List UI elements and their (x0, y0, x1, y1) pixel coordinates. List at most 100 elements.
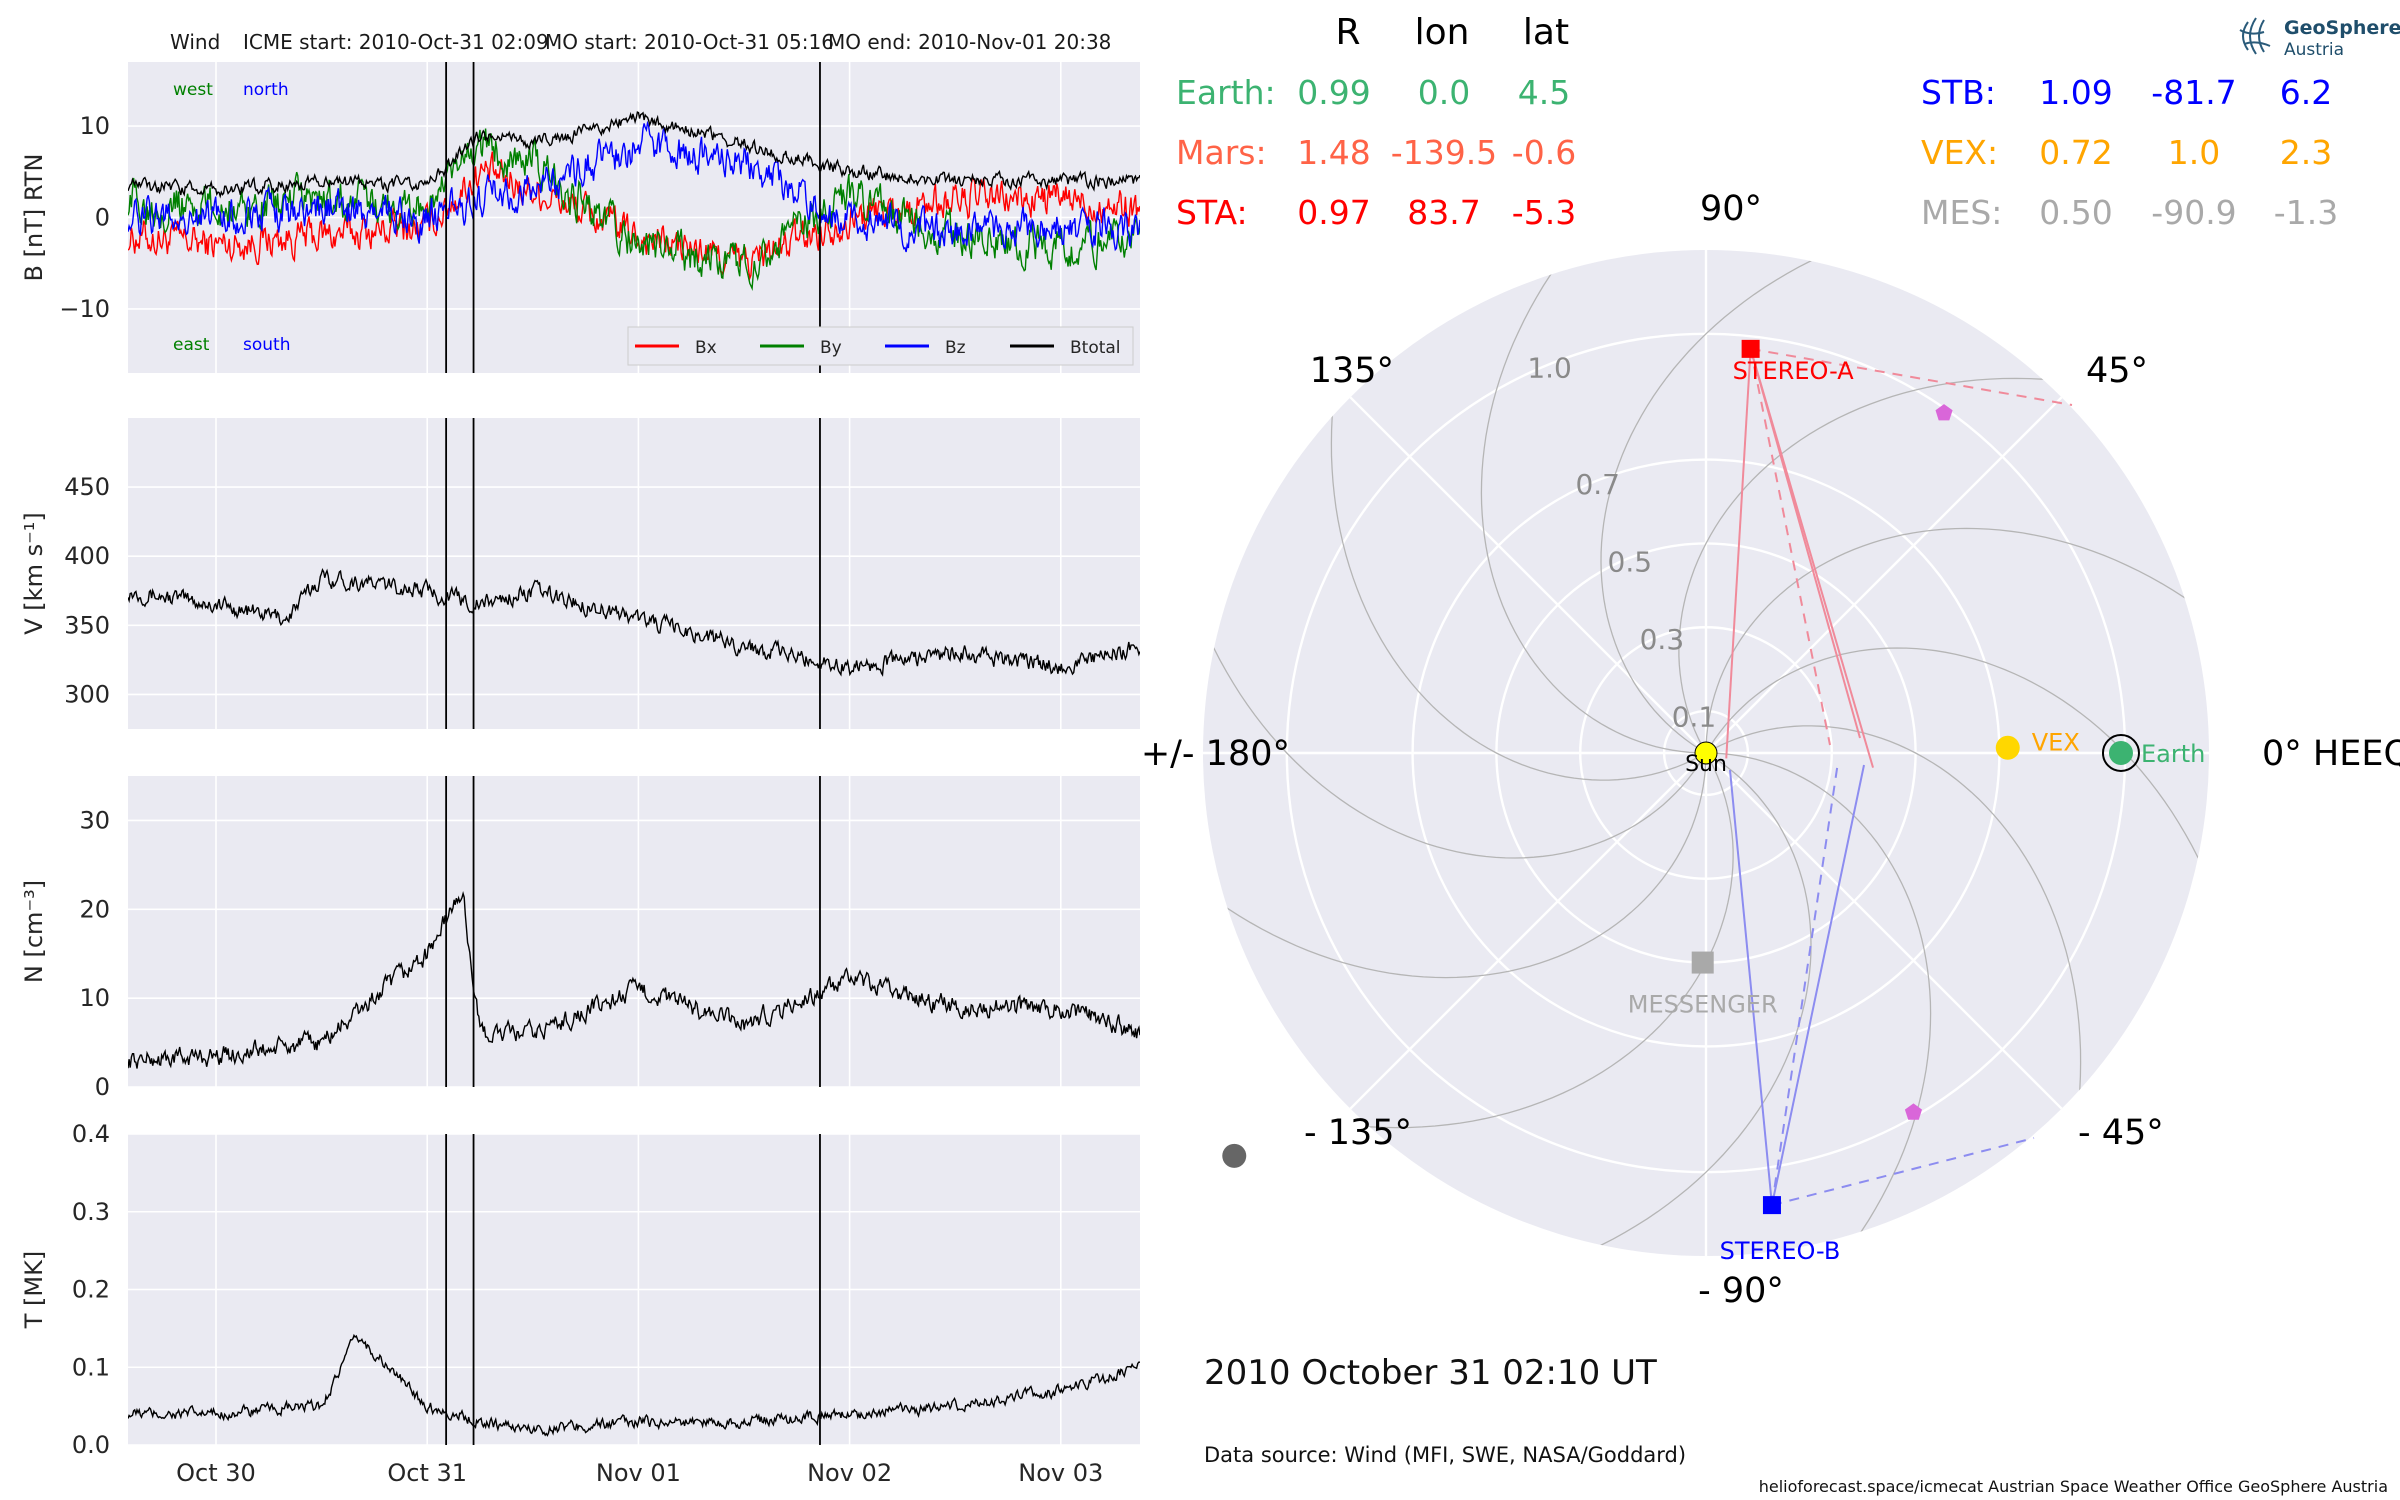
marker-stereo-b (1762, 1196, 1781, 1215)
table-row-right-0: STB: 1.09 -81.7 6.2 (1921, 73, 2332, 112)
spiral-line (1330, 361, 1699, 781)
panel-temperature: Oct 30 Oct 31 Nov 01 Nov 02 Nov 03 0.0 0.1 0.2 0… (20, 1120, 1140, 1487)
angle-label-a180: +/- 180° (1141, 734, 1290, 774)
y-tick-label: 0.1 (72, 1353, 110, 1381)
table-r: 0.50 (2039, 193, 2112, 232)
table-lon: 83.7 (1407, 193, 1480, 232)
header-spacecraft: Wind (170, 30, 220, 54)
table-header-R: R (1335, 12, 1360, 53)
annotation-west: west (173, 80, 213, 100)
y-tick-label: 0.4 (72, 1120, 110, 1148)
y-tick-label: 0 (95, 204, 110, 232)
table-lat: 2.3 (2280, 133, 2332, 172)
spiral-line (1714, 752, 1932, 1256)
angle-label-am135: - 135° (1304, 1113, 1412, 1153)
table-row-right-1: VEX: 0.72 1.0 2.3 (1921, 133, 2332, 172)
marker-stereo-a (1741, 339, 1760, 358)
table-lat: 6.2 (2280, 73, 2332, 112)
table-name: STB: (1921, 73, 1996, 112)
x-tick-label: Nov 03 (1018, 1459, 1103, 1487)
spiral-line (1600, 250, 1862, 750)
panel-density: 0 10 20 30 N [cm⁻³] (20, 776, 1140, 1101)
spiral-line (1203, 597, 1703, 859)
legend-label-bz: Bz (945, 338, 966, 358)
y-axis-label: B [nT] RTN (20, 154, 48, 282)
angular-grid-line (1349, 752, 1707, 1110)
footer-credits: helioforecast.space/icmecat Austrian Spa… (1759, 1477, 2388, 1496)
marker-unlabeled-8 (1904, 1103, 1922, 1120)
header-icme-start: ICME start: 2010-Oct-31 02:09 (243, 30, 549, 54)
plot-area-density (128, 776, 1140, 1087)
table-name: VEX: (1921, 133, 1998, 172)
angle-label-am90: - 90° (1698, 1271, 1784, 1311)
table-row-left-2: STA: 0.97 83.7 -5.3 (1176, 193, 1576, 232)
timeseries-panels: −10 0 10 B [nT] RTN west north east south Bx By Bz… (20, 62, 1140, 1487)
marker-sun (1694, 741, 1718, 765)
y-tick-label: 350 (64, 611, 110, 639)
plot-header: Wind ICME start: 2010-Oct-31 02:09 MO st… (170, 30, 1111, 54)
fov-lines (1725, 347, 2073, 1207)
legend-label-bx: Bx (695, 338, 717, 358)
angle-label-a90: 90° (1700, 189, 1762, 229)
b-field-legend: Bx By Bz Btotal (627, 326, 1134, 366)
series-line-bz (128, 120, 1140, 253)
angle-label-am45: - 45° (2078, 1113, 2164, 1153)
spiral-line (1314, 760, 1734, 1129)
series-group (128, 1333, 1140, 1437)
angular-grid-line (1705, 752, 2063, 1110)
stb-fov-dashed (1771, 1137, 2035, 1207)
table-name: STA: (1176, 193, 1248, 232)
table-lat: 4.5 (1518, 73, 1570, 112)
angular-grid-line (1705, 396, 2063, 754)
plot-area-speed (128, 418, 1140, 729)
y-tick-label: −10 (59, 295, 110, 323)
y-axis-label: T [MK] (20, 1251, 48, 1329)
marker-label-messenger: MESSENGER (1628, 991, 1778, 1019)
geosphere-logo: GeoSphere Austria (2239, 17, 2400, 60)
logo-swirl-icon (2239, 17, 2271, 55)
table-lat: -5.3 (1512, 193, 1576, 232)
table-name: MES: (1921, 193, 2002, 232)
spiral-line (1480, 250, 1698, 754)
polar-position-plot: 0.1 0.3 0.5 0.7 1.0 0° HEEQ 45° 90° 135° +/- 180°… (1141, 189, 2400, 1311)
header-mo-end: MO end: 2010-Nov-01 20:38 (828, 30, 1111, 54)
y-tick-label: 0.2 (72, 1276, 110, 1304)
table-r: 0.97 (1297, 193, 1370, 232)
marker-vex (1995, 735, 2020, 760)
legend-label-btotal: Btotal (1070, 338, 1121, 358)
y-tick-label: 450 (64, 473, 110, 501)
y-axis-label: N [cm⁻³] (20, 880, 48, 983)
series-group (128, 891, 1140, 1069)
panel-speed: 300 350 400 450 V [km s⁻¹] (20, 418, 1140, 729)
body-markers: Sun Earth VEX STEREO-A STEREO-B MESSENGER (1222, 339, 2205, 1265)
marker-earth-ring (2101, 734, 2140, 772)
table-header-lon: lon (1415, 12, 1470, 53)
spiral-line (1203, 761, 1707, 979)
x-tick-label: Oct 31 (387, 1459, 467, 1487)
series-group (128, 567, 1140, 677)
header-mo-start: MO start: 2010-Oct-31 05:16 (545, 30, 834, 54)
marker-earth (2108, 741, 2133, 765)
table-name: Mars: (1176, 133, 1267, 172)
y-tick-label: 400 (64, 542, 110, 570)
y-tick-label: 10 (79, 112, 110, 140)
parker-spirals (1203, 250, 2209, 1256)
logo-line1: GeoSphere (2284, 17, 2400, 39)
table-r: 0.72 (2039, 133, 2112, 172)
y-tick-label: 0 (95, 1073, 110, 1101)
spiral-line (1709, 647, 2209, 909)
sta-fov-line (1749, 348, 1861, 739)
annotation-south: south (243, 335, 290, 355)
series-line-by (128, 128, 1140, 292)
marker-label-earth: Earth (2141, 740, 2205, 768)
annotation-east: east (173, 335, 210, 355)
angle-label-a45: 45° (2086, 351, 2148, 391)
radial-label: 0.5 (1608, 545, 1653, 578)
radial-label: 0.1 (1672, 700, 1717, 733)
marker-label-stereo-a: STEREO-A (1733, 357, 1855, 385)
table-lon: 0.0 (1418, 73, 1470, 112)
table-row-left-0: Earth: 0.99 0.0 4.5 (1176, 73, 1570, 112)
marker-unlabeled-6 (1222, 1143, 1247, 1168)
series-group (128, 111, 1140, 292)
